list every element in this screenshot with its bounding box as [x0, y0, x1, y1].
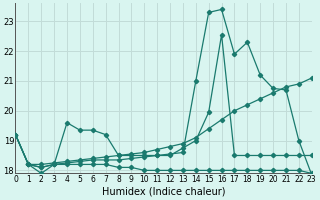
- X-axis label: Humidex (Indice chaleur): Humidex (Indice chaleur): [102, 187, 225, 197]
